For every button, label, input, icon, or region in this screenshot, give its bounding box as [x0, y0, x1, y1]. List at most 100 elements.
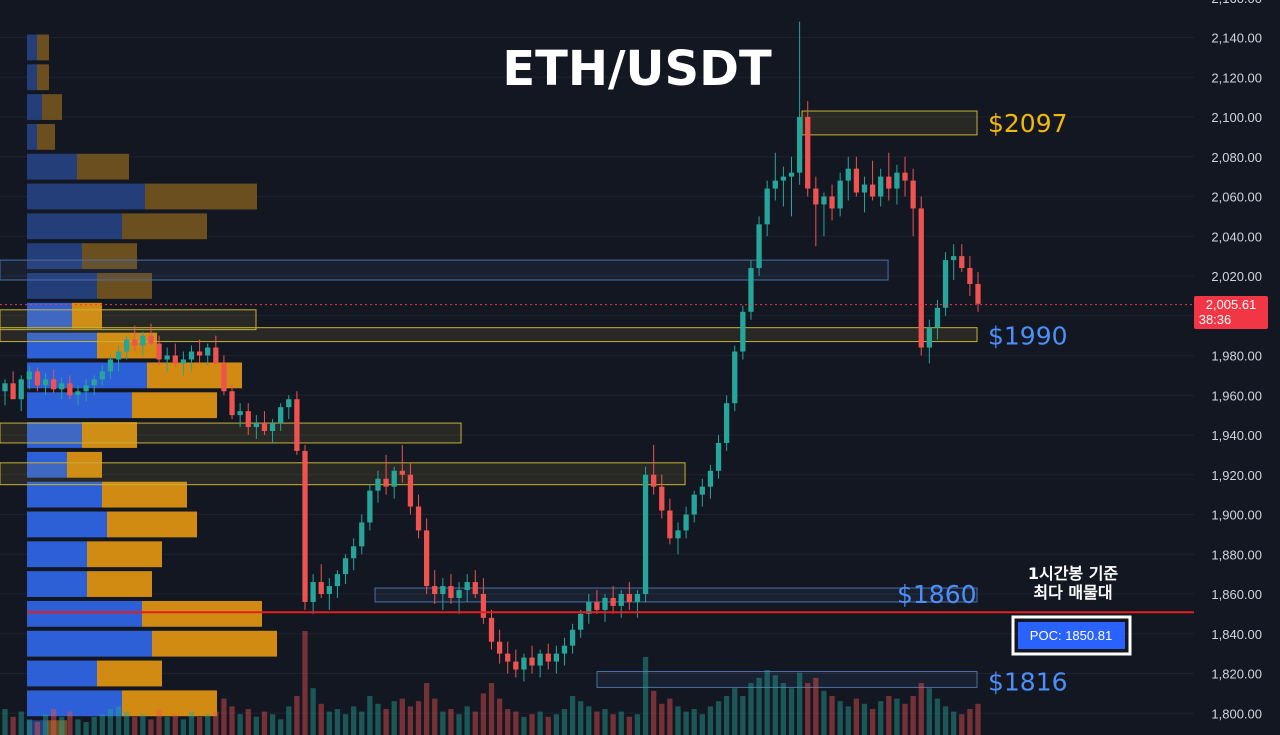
candle-body — [926, 327, 932, 348]
candle-body — [626, 594, 632, 602]
y-tick-label: 1,900.00 — [1211, 508, 1262, 523]
profile-sell-bar — [122, 213, 207, 240]
profile-sell-bar — [122, 690, 217, 717]
candle-body — [634, 594, 641, 602]
profile-buy-bar — [27, 392, 132, 419]
volume-bar — [894, 698, 900, 735]
volume-bar — [861, 703, 868, 735]
candle-body — [99, 371, 105, 380]
volume-bar — [805, 683, 811, 735]
volume-bar — [205, 714, 211, 735]
volume-bar — [342, 714, 349, 735]
candle-body — [480, 594, 487, 618]
candle-body — [813, 188, 819, 205]
candle-body — [456, 590, 462, 598]
candle-body — [861, 184, 868, 193]
volume-bar — [407, 706, 414, 735]
volume-bar — [926, 688, 932, 735]
profile-buy-bar — [27, 64, 37, 91]
candle-body — [359, 522, 365, 547]
candle-body — [829, 196, 835, 209]
profile-buy-bar — [27, 571, 87, 597]
volume-bar — [748, 683, 754, 735]
y-tick-label: 2,020.00 — [1211, 269, 1262, 284]
candle-body — [667, 510, 673, 539]
profile-sell-bar — [82, 243, 137, 270]
profile-buy-bar — [27, 94, 42, 120]
poc-note-line2: 최다 매물대 — [1033, 583, 1112, 602]
profile-buy-bar — [27, 123, 37, 150]
price-zone — [0, 327, 978, 343]
profile-buy-bar — [27, 451, 67, 478]
volume-bar — [594, 711, 600, 735]
volume-bar — [853, 698, 860, 735]
candle-body — [578, 613, 584, 630]
candle-body — [561, 645, 568, 654]
candle-body — [464, 582, 470, 591]
candle-body — [553, 653, 560, 662]
volume-bar — [326, 711, 332, 735]
volume-bar — [675, 706, 681, 735]
candle-body — [440, 586, 446, 594]
volume-bar — [715, 701, 722, 735]
profile-sell-bar — [87, 541, 162, 568]
volume-bar — [967, 709, 973, 735]
candle-body — [918, 208, 924, 348]
y-tick-label: 1,960.00 — [1211, 388, 1262, 403]
volume-bar — [286, 706, 292, 735]
candle-body — [934, 307, 941, 328]
volume-bar — [34, 722, 41, 735]
candle-body — [245, 411, 251, 428]
volume-bar — [764, 670, 770, 735]
volume-bar — [610, 714, 616, 735]
candle-body — [715, 442, 722, 471]
volume-bar — [488, 683, 495, 735]
profile-sell-bar — [37, 34, 49, 61]
volume-bar — [464, 706, 470, 735]
profile-sell-bar — [67, 451, 102, 478]
candle-body — [878, 176, 884, 197]
y-tick-label: 1,820.00 — [1211, 667, 1262, 682]
candlesticks — [2, 21, 981, 682]
profile-sell-bar — [97, 273, 152, 299]
candle-body — [602, 597, 608, 610]
volume-bar — [902, 703, 908, 735]
price-axis[interactable]: 2,140.00 2,120.00 2,100.00 2,080.00 2,060.00… — [1211, 0, 1262, 721]
volume-bar — [334, 709, 341, 735]
y-tick-label: 1,920.00 — [1211, 468, 1262, 483]
candle-body — [42, 379, 49, 386]
volume-bar — [310, 688, 316, 735]
poc-label: POC: 1850.81 — [1030, 628, 1112, 643]
profile-buy-bar — [27, 243, 82, 270]
candle-body — [675, 530, 681, 539]
volume-bar — [626, 716, 632, 735]
candle-body — [391, 470, 397, 487]
candle-body — [805, 117, 811, 189]
volume-bar — [813, 677, 819, 735]
candle-body — [318, 582, 324, 594]
candle-body — [488, 617, 495, 642]
profile-buy-bar — [27, 183, 145, 210]
volume-bar — [780, 683, 787, 735]
volume-bar — [602, 709, 608, 735]
volume-bar — [440, 711, 446, 735]
volume-bar — [724, 696, 730, 735]
price-zone — [0, 462, 686, 486]
candle-body — [821, 196, 827, 205]
candle-body — [942, 260, 949, 308]
volume-bar — [651, 690, 657, 735]
candle-body — [513, 661, 519, 670]
candle-body — [75, 391, 81, 396]
volume-bar — [707, 706, 714, 735]
volume-bar — [829, 696, 835, 735]
poc-box-fill — [1018, 622, 1125, 649]
y-tick-label: 2,080.00 — [1211, 150, 1262, 165]
volume-bar — [934, 698, 941, 735]
candle-body — [837, 180, 843, 209]
candle-body — [651, 474, 657, 487]
profile-buy-bar — [27, 660, 97, 687]
profile-sell-bar — [77, 153, 129, 180]
profile-sell-bar — [72, 302, 102, 329]
candle-body — [642, 474, 649, 594]
